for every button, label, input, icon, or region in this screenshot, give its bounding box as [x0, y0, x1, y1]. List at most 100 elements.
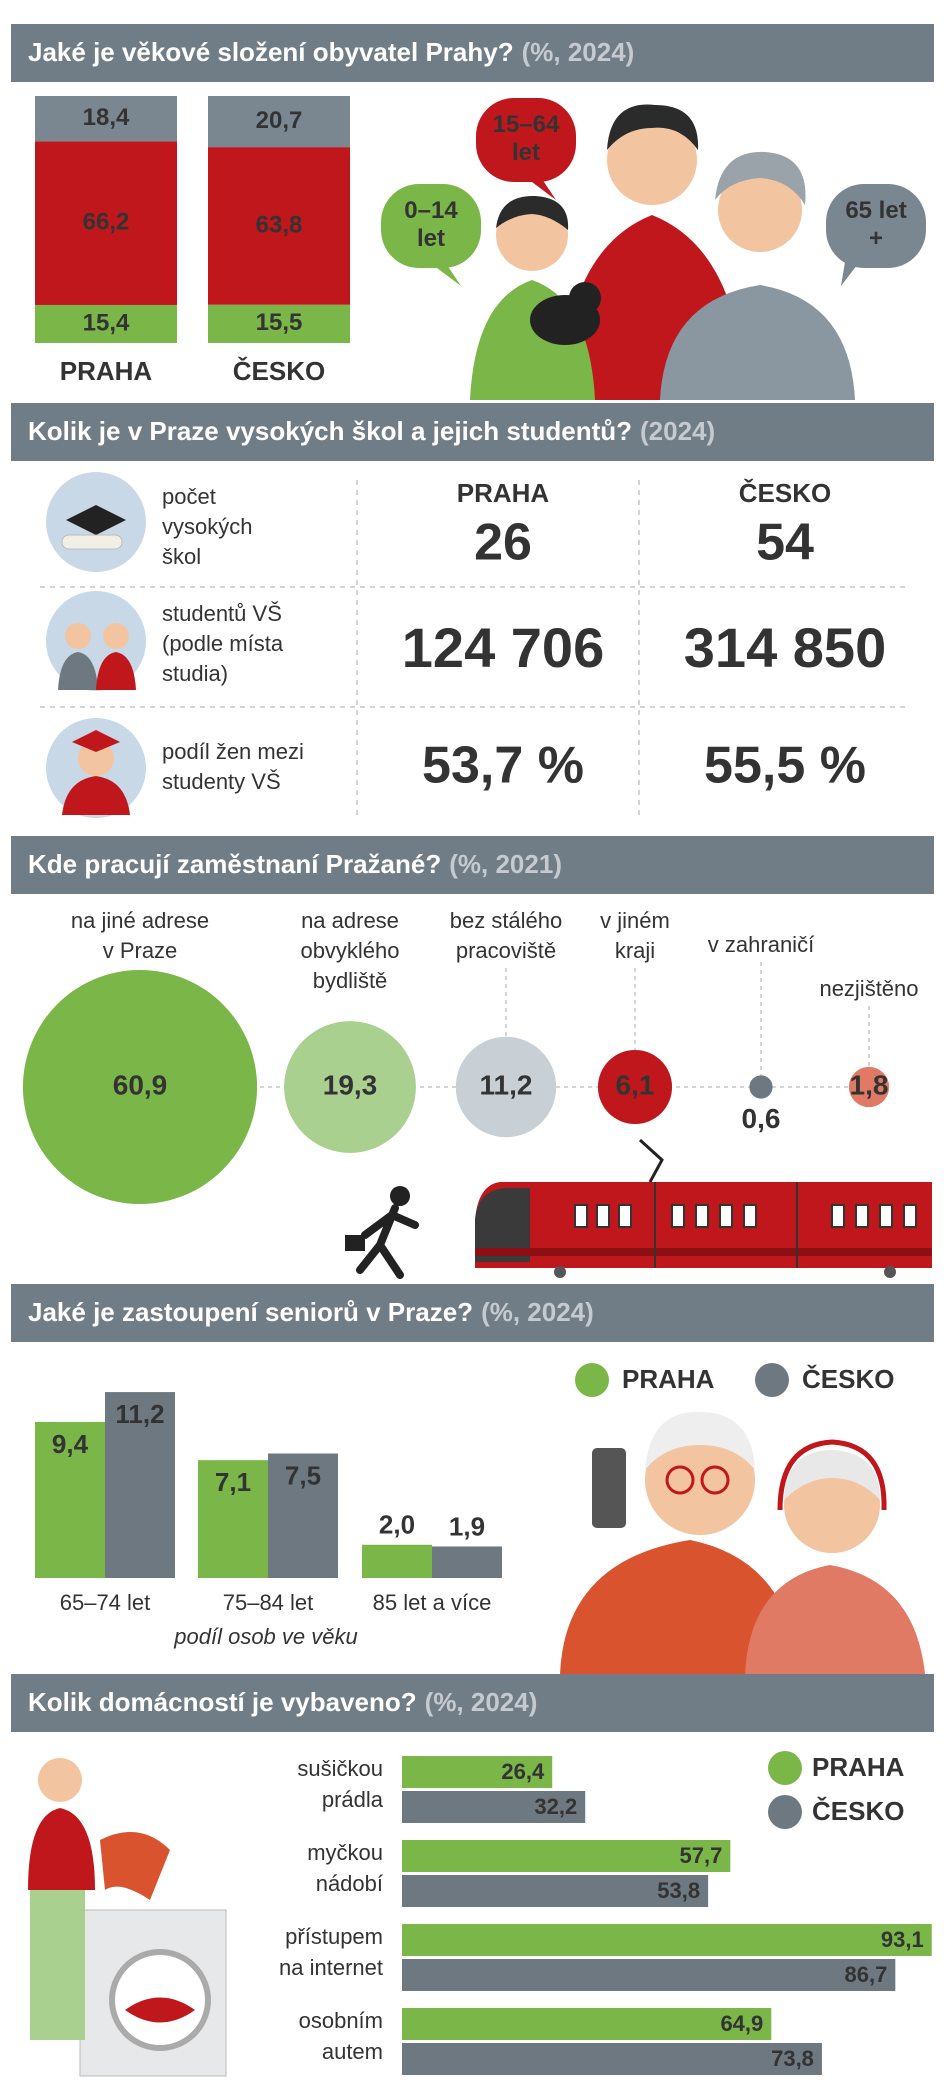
bubble-label: 0–14 let	[404, 197, 458, 252]
row-label: studentů VŠ (podle místa studia)	[162, 601, 284, 686]
bar	[105, 1392, 175, 1578]
table-value: 26	[474, 514, 532, 572]
category-label: v zahraničí	[708, 932, 814, 957]
category-label: sušičkou prádla	[297, 1756, 383, 1812]
bubble-label-line: 15–64	[493, 111, 560, 138]
value-label: 15,5	[256, 309, 303, 336]
bar	[402, 2008, 772, 2040]
train-illustration	[345, 1138, 932, 1279]
diploma	[61, 534, 123, 550]
category-label-line: v zahraničí	[708, 932, 814, 957]
section-header	[11, 403, 934, 461]
family-illustration	[470, 104, 855, 400]
train-stripe	[475, 1248, 932, 1256]
section-title: Jaké je věkové složení obyvatel Prahy? (%…	[28, 37, 634, 67]
glasses	[700, 1465, 730, 1495]
pantograph	[638, 1138, 664, 1183]
value-label: 20,7	[256, 107, 303, 134]
bubble-label: 15–64 let	[493, 111, 560, 166]
legend-marker	[768, 1795, 802, 1829]
wheel	[884, 1266, 896, 1278]
category-label-line: přístupem	[285, 1924, 383, 1949]
category-label-line: nádobí	[316, 1871, 383, 1896]
bubble	[848, 1066, 890, 1108]
table-value: 53,7 %	[422, 737, 584, 795]
section-header	[11, 1674, 934, 1732]
man-hair	[607, 104, 699, 150]
value-label: 1,9	[449, 1511, 485, 1541]
category-label-line: v Praze	[103, 938, 178, 963]
bubble	[22, 969, 258, 1205]
category-label-line: nezjištěno	[819, 976, 918, 1001]
row-label-line: studia)	[162, 661, 228, 686]
bar-segment	[208, 96, 350, 148]
category-label-line: prádla	[322, 1787, 384, 1812]
section-header	[11, 836, 934, 894]
category-label-line: bydliště	[313, 968, 388, 993]
column-header: ČESKO	[739, 478, 831, 508]
man-pants	[30, 1890, 85, 2040]
subtitle: (2024)	[640, 416, 715, 446]
student-head	[103, 623, 129, 649]
grandpa-body	[560, 1540, 800, 1674]
category-label: 65–74 let	[60, 1590, 151, 1615]
category-label-line: osobním	[299, 2008, 383, 2033]
title: Kolik je v Praze vysokých škol a jejich …	[28, 416, 632, 446]
speech-bubble	[476, 98, 576, 182]
row-label-line: (podle místa	[162, 631, 284, 656]
value-label: 7,1	[215, 1467, 251, 1497]
value-label: 26,4	[501, 1759, 545, 1784]
bar	[402, 1924, 932, 1956]
value-label: 53,8	[657, 1878, 700, 1903]
train-front	[475, 1188, 530, 1262]
title: Jaké je věkové složení obyvatel Prahy?	[28, 37, 514, 67]
bubble	[749, 1075, 773, 1099]
bubble-label-line: 65 let	[845, 197, 906, 224]
value-label: 1,8	[850, 1069, 889, 1100]
axis-label: podíl osob ve věku	[173, 1624, 357, 1649]
value-label: 19,3	[323, 1069, 378, 1100]
bubble-label-line: let	[417, 225, 445, 252]
speech-bubble	[381, 184, 481, 268]
grandma-body	[745, 1565, 925, 1674]
value-label: 7,5	[285, 1460, 321, 1490]
man-head	[38, 1758, 82, 1802]
value-label: 32,2	[534, 1794, 577, 1819]
value-label: 6,1	[616, 1069, 655, 1100]
bubble	[284, 1021, 416, 1153]
title: Kolik domácností je vybaveno?	[28, 1687, 417, 1717]
category-label-line: sušičkou	[297, 1756, 383, 1781]
row-label-line: počet	[162, 484, 216, 509]
category-label: přístupem na internet	[279, 1924, 383, 1980]
row-label: počet vysokých škol	[162, 484, 252, 569]
row-label: podíl žen mezi studenty VŠ	[162, 739, 304, 794]
glasses	[665, 1465, 695, 1495]
value-label: 60,9	[113, 1069, 168, 1100]
value-label: 0,6	[742, 1103, 781, 1134]
headphones	[777, 1439, 887, 1511]
subtitle: (%, 2021)	[449, 849, 562, 879]
laundry	[125, 1997, 195, 2023]
value-label: 18,4	[83, 104, 130, 131]
value-label: 66,2	[83, 209, 130, 236]
bar	[268, 1453, 338, 1578]
category-label: 85 let a více	[373, 1590, 492, 1615]
category-label: nezjištěno	[819, 976, 918, 1001]
graduation-cap	[72, 730, 120, 752]
category-label-line: na jiné adrese	[71, 908, 209, 933]
bubble-label-line: let	[512, 139, 540, 166]
grandma-hair	[715, 151, 806, 205]
bar	[402, 1791, 586, 1823]
section-header	[11, 24, 934, 82]
bubble	[597, 1049, 673, 1125]
grandma-head	[718, 168, 802, 252]
bar	[35, 1421, 105, 1578]
table-icons	[46, 472, 146, 818]
legend-marker	[755, 1363, 789, 1397]
bar-segment	[35, 304, 177, 343]
grandma-body	[660, 285, 855, 400]
bubble-label-line: +	[869, 225, 883, 252]
train-windows	[574, 1204, 917, 1228]
man-head	[607, 115, 697, 205]
title: Jaké je zastoupení seniorů v Praze?	[28, 1297, 473, 1327]
